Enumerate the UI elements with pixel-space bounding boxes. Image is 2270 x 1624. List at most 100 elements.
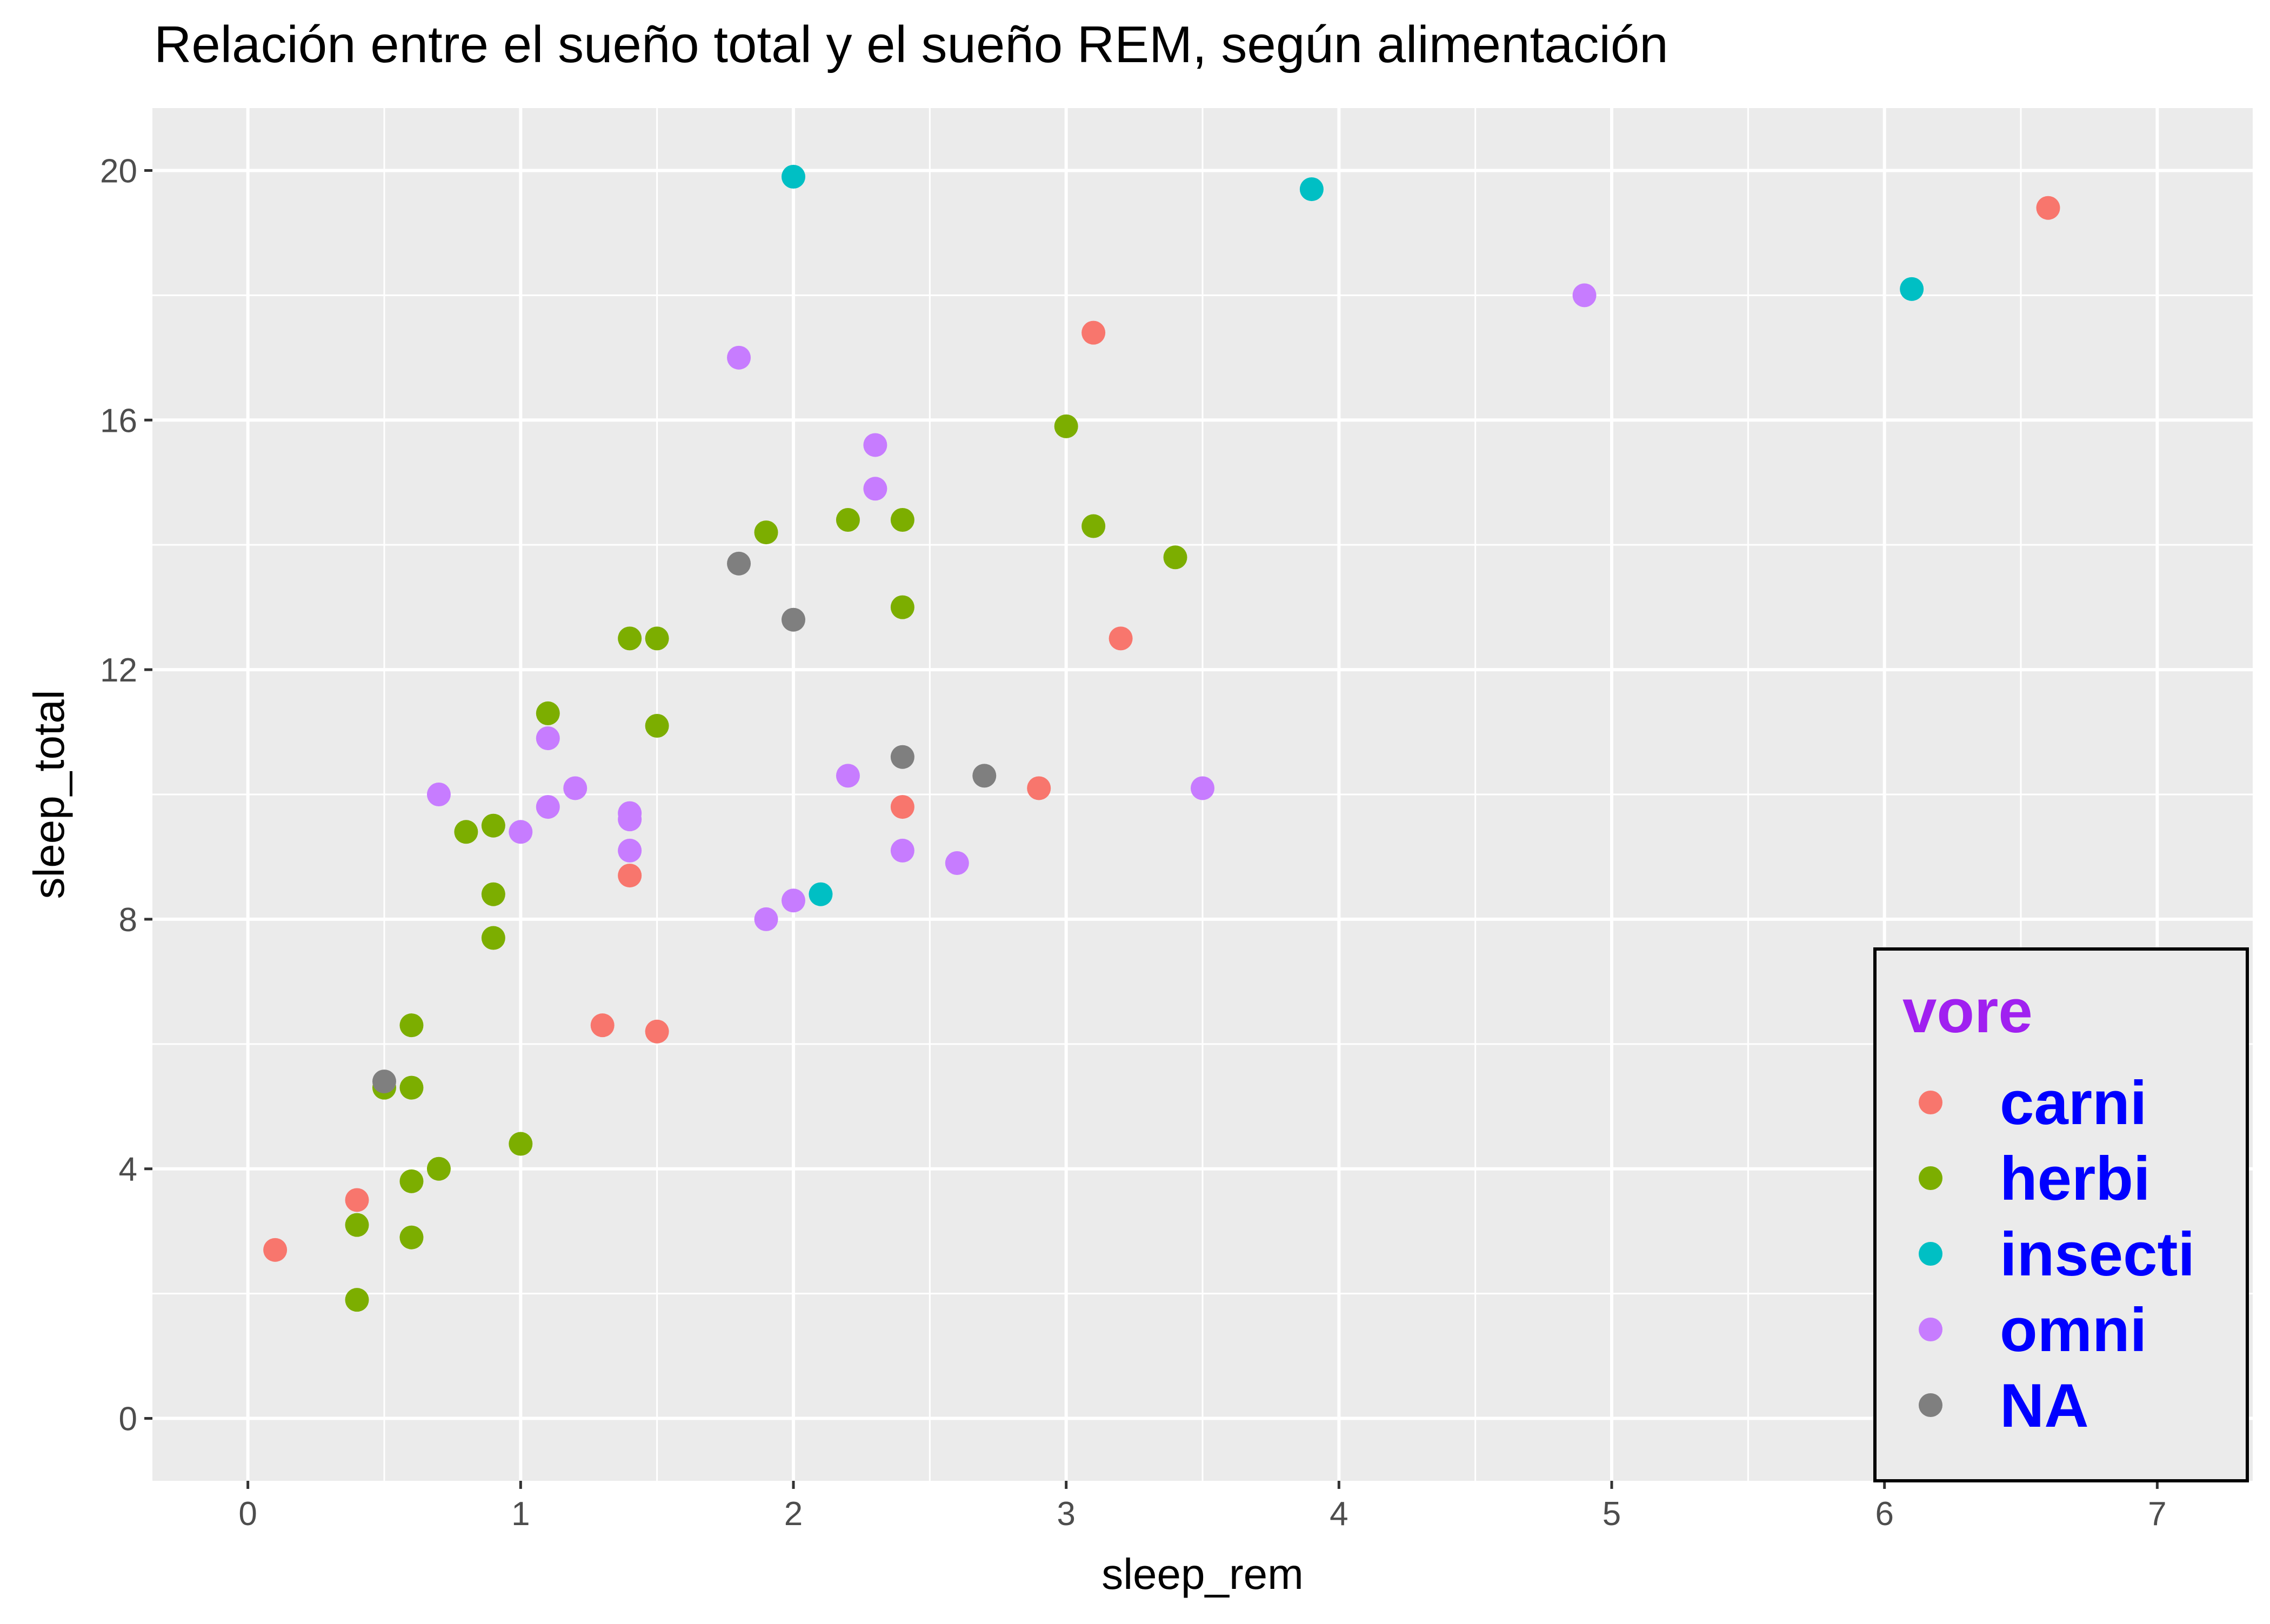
data-point xyxy=(890,745,914,769)
data-point xyxy=(2036,196,2060,220)
data-point xyxy=(263,1238,288,1262)
data-point xyxy=(1081,320,1106,345)
data-point xyxy=(727,551,751,576)
data-point xyxy=(509,820,533,844)
series-insecti xyxy=(781,165,1924,906)
legend-key xyxy=(1919,1091,1942,1114)
x-tick-label: 7 xyxy=(2148,1495,2166,1533)
legend-key xyxy=(1919,1318,1942,1341)
data-point xyxy=(945,851,969,875)
data-point xyxy=(727,345,751,370)
legend-item-insecti: insecti xyxy=(1919,1220,2195,1289)
data-point xyxy=(345,1213,369,1237)
data-point xyxy=(781,607,805,632)
data-point xyxy=(890,508,914,532)
data-point xyxy=(399,1169,424,1193)
data-point xyxy=(1027,776,1051,800)
data-point xyxy=(1054,414,1078,438)
legend-key xyxy=(1919,1242,1942,1266)
data-point xyxy=(645,1019,669,1044)
legend-label: NA xyxy=(2000,1372,2089,1440)
data-point xyxy=(481,926,505,950)
data-point xyxy=(890,838,914,863)
legend: vore carni herbi insecti omni NA xyxy=(1873,947,2249,1482)
x-tick-label: 4 xyxy=(1330,1495,1348,1533)
y-tick-label: 16 xyxy=(100,402,137,439)
data-point xyxy=(972,764,997,788)
x-tick-label: 0 xyxy=(238,1495,257,1533)
data-point xyxy=(536,795,560,819)
x-tick-label: 3 xyxy=(1057,1495,1075,1533)
x-axis-title: sleep_rem xyxy=(1101,1550,1304,1598)
x-axis: 0 1 2 3 4 5 6 7 xyxy=(238,1481,2167,1533)
data-point xyxy=(836,508,860,532)
legend-item-omni: omni xyxy=(1919,1296,2147,1365)
x-tick-label: 1 xyxy=(511,1495,530,1533)
data-point xyxy=(836,764,860,788)
data-point xyxy=(399,1075,424,1100)
data-point xyxy=(1081,514,1106,538)
data-points xyxy=(263,165,2060,1312)
y-tick-label: 8 xyxy=(119,901,137,939)
data-point xyxy=(399,1013,424,1038)
legend-item-carni: carni xyxy=(1919,1069,2147,1138)
series-carni xyxy=(263,196,2060,1262)
data-point xyxy=(618,864,642,888)
data-point xyxy=(454,820,478,844)
data-point xyxy=(890,595,914,619)
chart-title: Relación entre el sueño total y el sueño… xyxy=(154,16,1668,73)
data-point xyxy=(618,838,642,863)
data-point xyxy=(345,1288,369,1312)
data-point xyxy=(536,701,560,725)
legend-label: omni xyxy=(2000,1296,2147,1365)
legend-item-herbi: herbi xyxy=(1919,1145,2151,1213)
data-point xyxy=(781,165,805,189)
data-point xyxy=(372,1070,396,1094)
y-axis: 0 4 8 12 16 20 xyxy=(100,152,152,1438)
data-point xyxy=(426,783,451,806)
data-point xyxy=(536,726,560,751)
legend-title: vore xyxy=(1902,977,2033,1046)
data-point xyxy=(863,433,887,457)
data-point xyxy=(618,807,642,832)
data-point xyxy=(1572,283,1597,308)
data-point xyxy=(590,1013,615,1038)
data-point xyxy=(1163,545,1187,570)
y-tick-label: 0 xyxy=(119,1401,137,1438)
data-point xyxy=(481,882,505,906)
legend-key xyxy=(1919,1393,1942,1417)
x-tick-label: 6 xyxy=(1875,1495,1893,1533)
data-point xyxy=(509,1132,533,1156)
legend-label: herbi xyxy=(2000,1145,2151,1213)
data-point xyxy=(1299,177,1324,202)
data-point xyxy=(890,795,914,819)
y-tick-label: 12 xyxy=(100,652,137,689)
data-point xyxy=(645,626,669,651)
data-point xyxy=(563,776,587,800)
data-point xyxy=(1191,776,1214,800)
data-point xyxy=(781,888,805,913)
data-point xyxy=(754,907,778,931)
data-point xyxy=(863,477,887,501)
x-tick-label: 5 xyxy=(1603,1495,1621,1533)
y-tick-label: 20 xyxy=(100,152,137,190)
data-point xyxy=(481,813,505,838)
data-point xyxy=(645,714,669,738)
data-point xyxy=(399,1225,424,1249)
legend-items: carni herbi insecti omni NA xyxy=(1919,1069,2195,1440)
data-point xyxy=(1900,277,1924,301)
legend-label: carni xyxy=(2000,1069,2147,1138)
legend-label: insecti xyxy=(2000,1220,2195,1289)
y-axis-title: sleep_total xyxy=(25,690,73,899)
data-point xyxy=(754,520,778,545)
data-point xyxy=(345,1188,369,1212)
data-point xyxy=(809,882,833,906)
data-point xyxy=(618,626,642,651)
series-na xyxy=(372,551,997,1094)
series-herbi xyxy=(345,414,1187,1312)
series-omni xyxy=(426,283,1597,931)
data-point xyxy=(1109,626,1133,651)
legend-box xyxy=(1873,947,2249,1482)
